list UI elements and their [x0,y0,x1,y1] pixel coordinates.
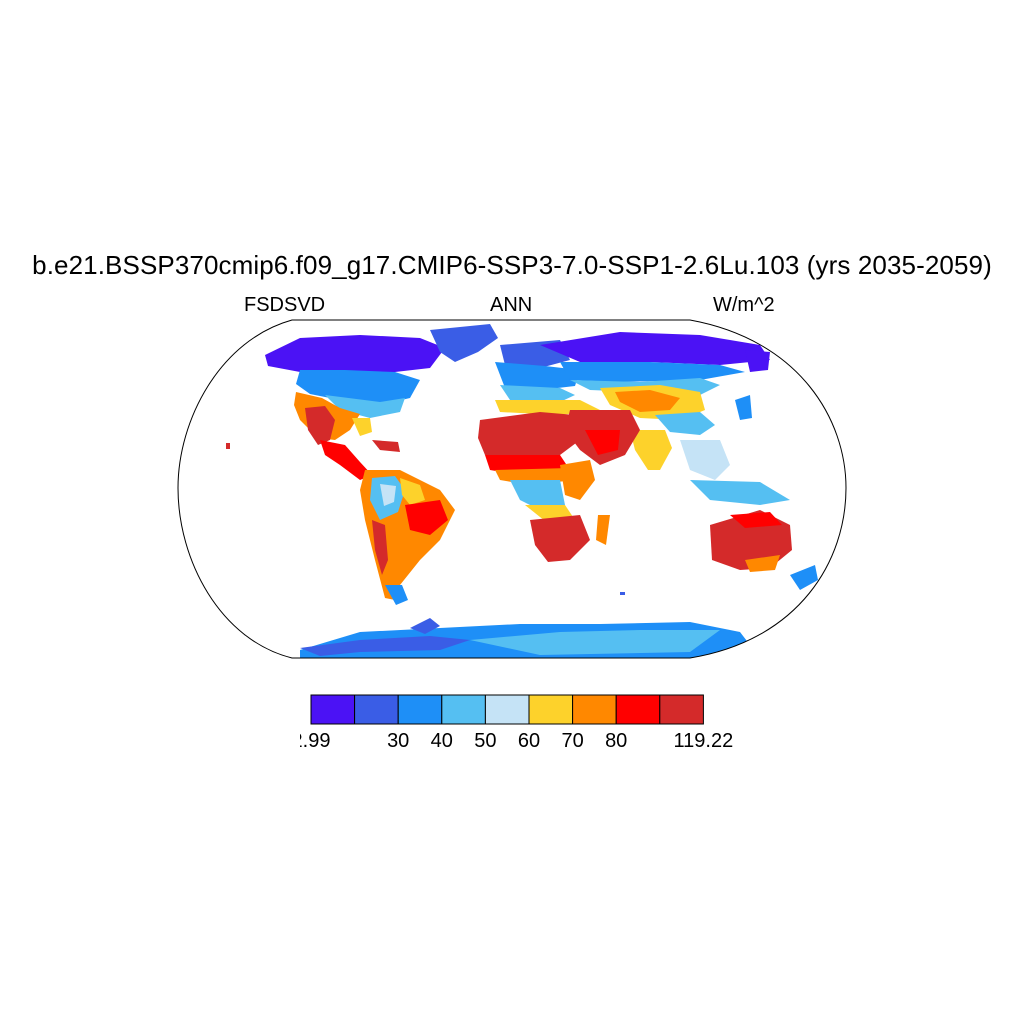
indonesia [690,480,790,505]
europe-mild [500,385,575,402]
andes-red [372,520,388,575]
caribbean [372,440,400,452]
colorbar-box [659,694,704,725]
asia-cool [560,362,745,382]
variable-label: FSDSVD [244,294,326,316]
antarctica-coast [300,636,470,656]
india-warm [630,430,672,470]
map-field [226,324,818,658]
falklands [620,592,625,595]
florida-warm [352,418,372,436]
colorbar-box [310,694,356,725]
world-map [170,312,856,662]
australia-south-warm [745,555,780,572]
antarctica-mild [470,630,720,655]
colorbar-label: 40 [431,730,453,750]
colorbar-box [441,694,486,725]
arabia-hot [585,430,620,455]
colorbar-box [528,694,574,725]
south-america-hot [405,500,448,535]
colorbar-label: 2.99 [300,730,330,750]
kamchatka [745,350,770,372]
europe-cool [495,362,580,390]
sahara-red [478,412,580,460]
hawaii [226,443,230,449]
colorbar-box [354,694,399,725]
colorbar-label: 70 [561,730,583,750]
colorbar-label: 119.22 [674,730,734,750]
tibet-mild [655,412,715,435]
units-label: W/m^2 [713,294,775,316]
central-asia-hot [615,390,680,412]
east-africa-warm [560,460,595,500]
greenland [430,324,498,362]
southeast-asia-mild [680,440,730,480]
season-label: ANN [490,294,533,316]
central-america [320,440,372,480]
south-america-yellow [400,478,425,505]
south-america-mild [380,484,396,506]
north-america-red [305,406,335,445]
colorbar-box [615,694,661,725]
patagonia [385,585,408,605]
colorbar-label: 30 [387,730,409,750]
southern-africa-red [530,515,590,562]
siberia-cold [540,332,770,365]
antarctic-peninsula [410,618,440,634]
new-zealand [790,565,818,590]
madagascar [596,515,610,545]
north-america-mild [325,395,405,418]
central-africa-mild [510,480,565,510]
colorbar-box [484,694,530,725]
colorbar-label: 60 [518,730,540,750]
colorbar-label: 80 [605,730,627,750]
north-america-cold [265,335,445,372]
colorbar-box [397,694,443,725]
colorbar-label: 50 [474,730,496,750]
colorbar-box [572,694,617,725]
map-border [177,319,847,659]
australia-north-hot [730,512,782,528]
japan [735,395,752,420]
colorbar: 2.99 30 40 50 60 70 80 119.22 [300,694,734,750]
plot-title: b.e21.BSSP370cmip6.f09_g17.CMIP6-SSP3-7.… [32,250,992,280]
